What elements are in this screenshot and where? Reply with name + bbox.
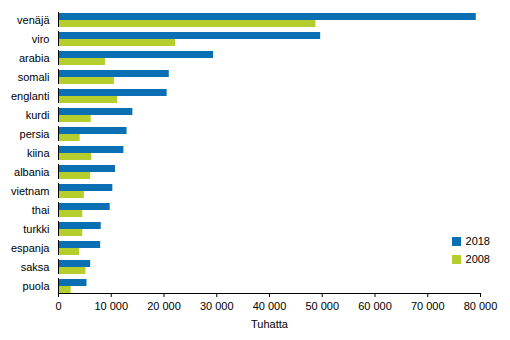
svg-text:persia: persia: [20, 128, 51, 140]
svg-text:0: 0: [55, 300, 61, 312]
html-text:2018: 2018: [465, 235, 490, 247]
svg-text:30 000: 30 000: [200, 300, 234, 312]
svg-text:kurdi: kurdi: [26, 109, 50, 121]
svg-text:50 000: 50 000: [305, 300, 339, 312]
svg-text:10 000: 10 000: [94, 300, 128, 312]
svg-text:arabia: arabia: [19, 52, 50, 64]
svg-text:80 000: 80 000: [464, 300, 498, 312]
svg-text:venäjä: venäjä: [17, 14, 50, 26]
svg-text:englanti: englanti: [11, 90, 50, 102]
svg-text:albania: albania: [14, 166, 50, 178]
svg-text:vietnam: vietnam: [11, 185, 50, 197]
svg-text:espanja: espanja: [11, 242, 50, 254]
html-text:2008: 2008: [465, 253, 490, 265]
svg-text:40 000: 40 000: [253, 300, 287, 312]
svg-text:puola: puola: [23, 280, 51, 292]
svg-text:70 000: 70 000: [411, 300, 445, 312]
svg-text:thai: thai: [32, 204, 50, 216]
svg-text:60 000: 60 000: [358, 300, 392, 312]
svg-text:turkki: turkki: [23, 223, 49, 235]
svg-text:20 000: 20 000: [147, 300, 181, 312]
svg-text:somali: somali: [18, 71, 50, 83]
svg-text:kiina: kiina: [27, 147, 51, 159]
svg-text:saksa: saksa: [21, 261, 51, 273]
svg-text:Tuhatta: Tuhatta: [251, 318, 289, 330]
svg-text:viro: viro: [32, 33, 50, 45]
